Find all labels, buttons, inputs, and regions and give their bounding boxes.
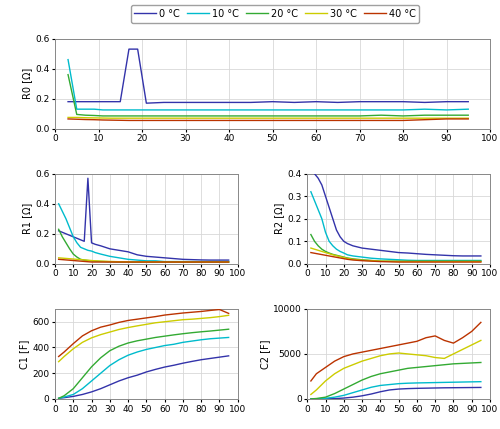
Y-axis label: C1 [F]: C1 [F] (20, 339, 30, 369)
Y-axis label: R1 [Ω]: R1 [Ω] (22, 203, 32, 234)
Y-axis label: C2 [F]: C2 [F] (260, 339, 270, 369)
Y-axis label: R0 [Ω]: R0 [Ω] (22, 68, 32, 99)
Legend: 0 °C, 10 °C, 20 °C, 30 °C, 40 °C: 0 °C, 10 °C, 20 °C, 30 °C, 40 °C (130, 5, 420, 23)
Y-axis label: R2 [Ω]: R2 [Ω] (274, 203, 284, 235)
